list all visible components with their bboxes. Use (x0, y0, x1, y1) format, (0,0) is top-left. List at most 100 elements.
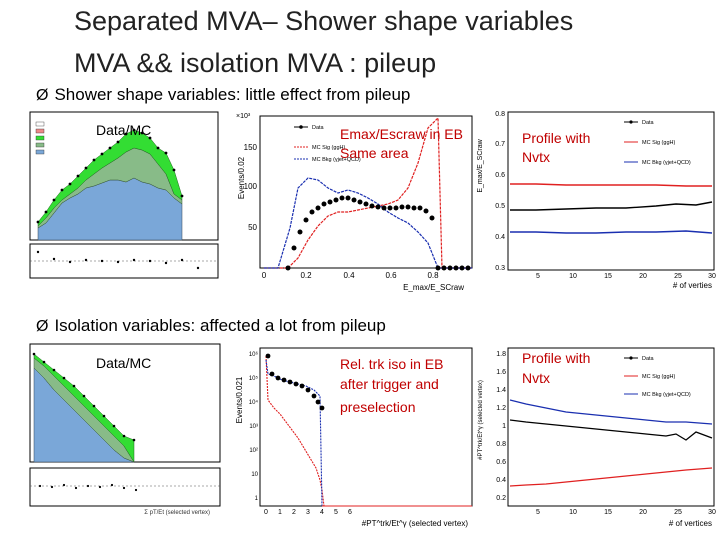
p3-legend-data: Data (642, 120, 655, 126)
p2-xtick-0: 0 (262, 271, 267, 280)
p3-xtick-10: 10 (569, 273, 577, 280)
bullet-isolation: Ø Isolation variables: affected a lot fro… (36, 316, 386, 336)
p6-signal-line (509, 467, 713, 487)
p5-xtick-1: 1 (278, 509, 282, 516)
p2-xlabel: E_max/E_SCraw (403, 283, 464, 292)
overlay-reltrk-line3: preselection (340, 399, 416, 415)
p3-xtick-25: 25 (674, 273, 682, 280)
plot-emax-escraw: ×10³ Events/0.02 150 100 50 0 0.2 0.4 0.… (228, 108, 476, 294)
p5-xtick-4: 4 (320, 509, 324, 516)
bullet-isolation-text: Isolation variables: affected a lot from… (54, 316, 386, 335)
p5-ytick-1e2: 10² (249, 448, 258, 454)
arrow-bullet-icon: Ø (36, 318, 49, 335)
p6-legend-data: Data (642, 356, 655, 362)
p5-data-markers (265, 353, 325, 411)
p3-background-line (510, 230, 713, 234)
p6-legend: Data MC Sig (ggH) MC Bkg (γjet+QCD) (624, 356, 691, 398)
overlay-datamc-1: Data/MC (96, 122, 152, 138)
p5-ytick-10: 10 (251, 472, 258, 478)
ratio-markers (36, 250, 200, 270)
svg-text:E_max/E_SCraw: E_max/E_SCraw (477, 138, 484, 192)
p3-xtick-30: 30 (708, 273, 716, 280)
p5-xtick-5: 5 (334, 509, 338, 516)
overlay-profile-1-line2: Nvtx (522, 149, 550, 165)
p5-ytick-1e5: 10⁵ (249, 375, 259, 382)
p3-signal-line (510, 183, 712, 187)
p6-legend-bkg: MC Bkg (γjet+QCD) (642, 392, 691, 398)
p2-ytick-100: 100 (244, 182, 258, 191)
p6-xlabel: # of vertices (669, 519, 712, 528)
p5-xtick-3: 3 (306, 509, 310, 516)
slide-title-line2: MVA && isolation MVA : pileup (74, 48, 437, 78)
p2-xtick-0.4: 0.4 (343, 271, 355, 280)
p6-ytick-0.2: 0.2 (496, 495, 506, 502)
p2-data-markers (285, 195, 471, 271)
p5-ylabel: Events/0.021 (235, 376, 244, 423)
p2-signal-line (264, 116, 472, 269)
overlay-profile-2-line1: Profile with (522, 350, 591, 366)
p2-legend-sig: MC Sig (ggH) (312, 145, 345, 151)
p2-ytick-150: 150 (244, 143, 258, 152)
p3-ytick-0.7: 0.7 (495, 141, 505, 148)
p2-legend-data: Data (312, 125, 325, 131)
p3-xtick-20: 20 (639, 273, 647, 280)
p5-ytick-1e3: 10³ (249, 424, 258, 430)
svg-text:×10³: ×10³ (236, 113, 251, 120)
plot-rel-trk-iso: Events/0.021 10⁶ 10⁵ 10⁴ 10³ 10² 10 1 0 … (228, 340, 478, 530)
p6-xtick-25: 25 (674, 509, 682, 516)
p5-xtick-2: 2 (292, 509, 296, 516)
p6-xtick-5: 5 (536, 509, 540, 516)
plot-isolation-profile-nvtx: #PT^trk/Et^γ (selected vertex) 1.8 1.6 1… (476, 340, 720, 530)
p2-legend: Data MC Sig (ggH) MC Bkg (γjet+QCD) (294, 125, 361, 163)
p6-ytick-1.4: 1.4 (496, 387, 506, 394)
p3-data-line (510, 201, 713, 211)
p2-legend-bkg: MC Bkg (γjet+QCD) (312, 157, 361, 163)
p3-legend-bkg: MC Bkg (γjet+QCD) (642, 160, 691, 166)
p2-xtick-0.8: 0.8 (427, 271, 439, 280)
p6-background-line (509, 399, 713, 425)
p2-ylabel: Events/0.02 (237, 156, 246, 199)
p5-ytick-1e4: 10⁴ (249, 399, 259, 406)
iso-data-markers (32, 352, 136, 442)
p5-xtick-6: 6 (348, 509, 352, 516)
legend-box (35, 121, 45, 155)
p3-ytick-0.3: 0.3 (495, 265, 505, 272)
plot-isolation-datamc: Σ pT/Et (selected vertex) (0, 340, 226, 516)
p2-xtick-0.6: 0.6 (385, 271, 397, 280)
p5-signal-line (265, 355, 325, 507)
p5-xtick-0: 0 (264, 509, 268, 516)
p2-background-line (264, 177, 472, 269)
p5-ytick-1e6: 10⁶ (249, 351, 259, 358)
p2-ytick-50: 50 (248, 223, 257, 232)
svg-text:Σ pT/Et (selected vertex): Σ pT/Et (selected vertex) (144, 510, 210, 516)
p3-xlabel: # of verties (673, 281, 712, 290)
p3-ytick-0.4: 0.4 (495, 234, 505, 241)
p6-xtick-10: 10 (569, 509, 577, 516)
p5-xlabel: #PT^trk/Et^γ (selected vertex) (362, 519, 469, 528)
p6-ytick-0.4: 0.4 (496, 477, 506, 484)
p6-legend-sig: MC Sig (ggH) (642, 374, 675, 380)
overlay-emax-title: Emax/Escraw in EB (340, 126, 463, 142)
p2-xtick-0.2: 0.2 (300, 271, 312, 280)
p6-ylabel: #PT^trk/Et^γ (selected vertex) (478, 380, 484, 460)
p6-ytick-1.2: 1.2 (496, 405, 506, 412)
p3-ytick-0.5: 0.5 (495, 203, 505, 210)
p6-data-line (509, 419, 713, 441)
p6-ytick-1: 1 (502, 423, 506, 430)
p6-ytick-1.8: 1.8 (496, 351, 506, 358)
p6-xtick-15: 15 (604, 509, 612, 516)
overlay-emax-samearea: Same area (340, 145, 409, 161)
data-markers (36, 128, 184, 224)
overlay-profile-1-line1: Profile with (522, 130, 591, 146)
p5-background-line (265, 359, 323, 507)
plot-shower-profile-nvtx: E_max/E_SCraw 0.8 0.7 0.6 0.5 0.4 0.3 5 … (476, 106, 720, 292)
p3-legend-sig: MC Sig (ggH) (642, 140, 675, 146)
p3-xtick-15: 15 (604, 273, 612, 280)
p3-legend: Data MC Sig (ggH) MC Bkg (γjet+QCD) (624, 120, 691, 166)
p6-ytick-1.6: 1.6 (496, 369, 506, 376)
p3-ytick-0.6: 0.6 (495, 172, 505, 179)
overlay-reltrk-line2: after trigger and (340, 376, 439, 392)
p3-xtick-5: 5 (536, 273, 540, 280)
slide-title-line1: Separated MVA– Shower shape variables (74, 6, 574, 36)
p6-xtick-30: 30 (708, 509, 716, 516)
